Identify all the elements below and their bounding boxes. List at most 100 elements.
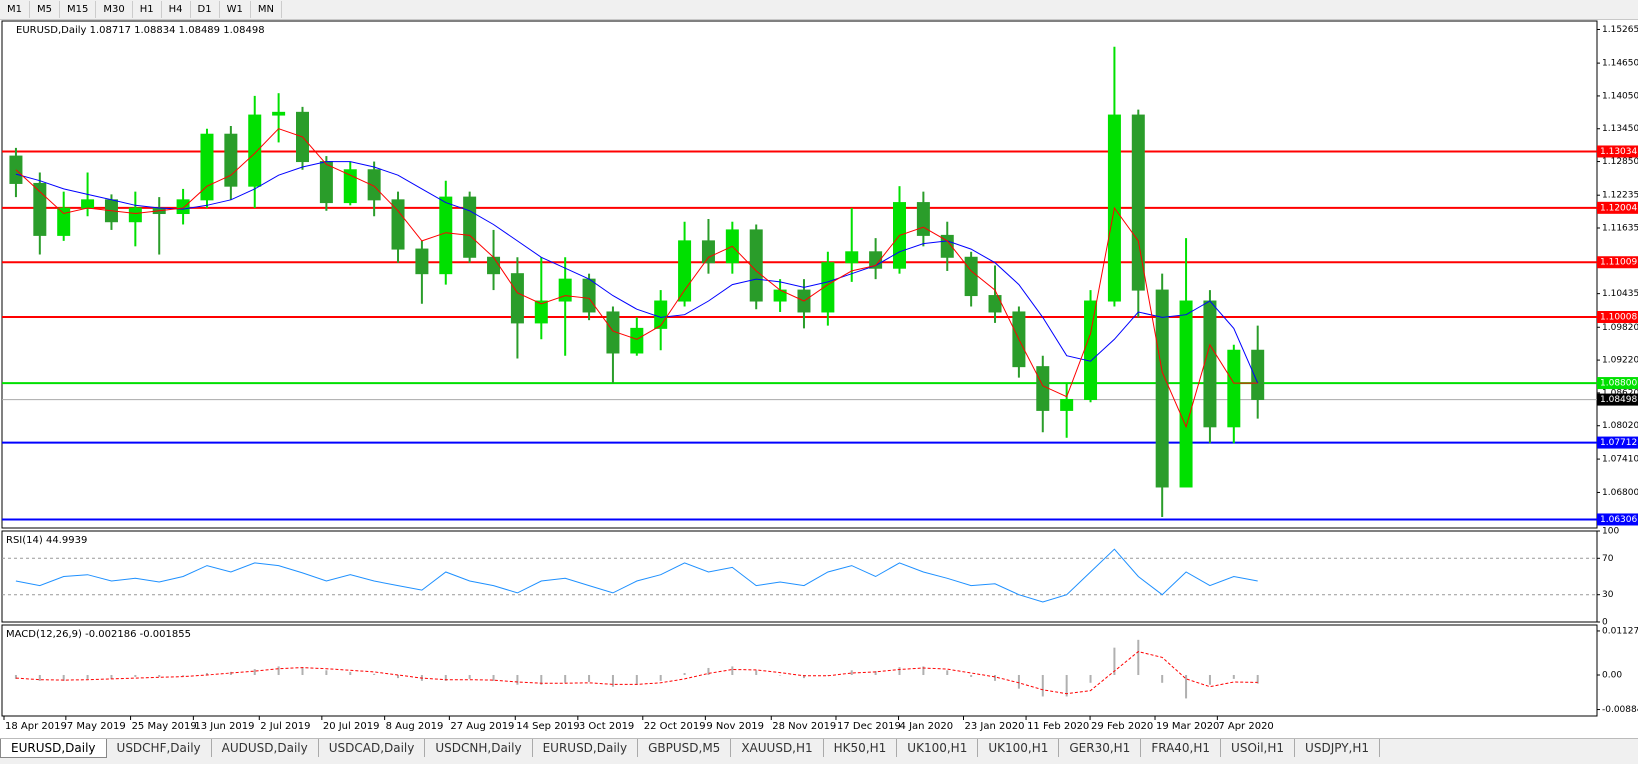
- macd-bar: [540, 674, 543, 685]
- x-tick-label: 22 Oct 2019: [644, 721, 706, 732]
- chart-tab[interactable]: EURUSD,Daily: [533, 739, 639, 757]
- macd-bar: [1161, 674, 1164, 683]
- chart-tab[interactable]: USDCHF,Daily: [107, 739, 212, 757]
- panel-title: MACD(12,26,9) -0.002186 -0.001855: [6, 629, 191, 640]
- candle-body: [176, 199, 190, 215]
- timeframe-button[interactable]: M5: [30, 1, 60, 18]
- candle-body: [1036, 366, 1050, 411]
- macd-bar: [325, 670, 328, 675]
- x-tick-label: 2 Jul 2019: [260, 721, 310, 732]
- macd-bar: [205, 673, 208, 675]
- timeframe-button[interactable]: M30: [96, 1, 133, 18]
- candle-body: [33, 182, 47, 236]
- chart-tab[interactable]: GBPUSD,M5: [638, 739, 732, 757]
- level-label-box: [1597, 201, 1638, 214]
- level-label-box: [1597, 436, 1638, 449]
- macd-bar: [1065, 674, 1068, 697]
- chart-tab[interactable]: USDCNH,Daily: [425, 739, 533, 757]
- chart-tab[interactable]: EURUSD,Daily: [0, 739, 107, 758]
- x-tick-label: 27 Aug 2019: [450, 721, 514, 732]
- chart-tab[interactable]: UK100,H1: [978, 739, 1060, 757]
- candle-body: [678, 240, 692, 302]
- x-tick-label: 4 Jan 2020: [900, 721, 954, 732]
- chart-tab[interactable]: USDJPY,H1: [1295, 739, 1381, 757]
- x-tick-label: 7 Apr 2020: [1218, 721, 1273, 732]
- macd-bar: [635, 674, 638, 685]
- chart-tab[interactable]: USOil,H1: [1221, 739, 1296, 757]
- chart-tab[interactable]: HK50,H1: [824, 739, 898, 757]
- chart-tab[interactable]: UK100,H1: [897, 739, 979, 757]
- y-tick-label: 70: [1602, 554, 1614, 564]
- macd-bar: [1185, 674, 1188, 699]
- y-tick-label: 0.011277: [1602, 626, 1638, 636]
- y-tick-label: 1.12850: [1602, 157, 1638, 167]
- level-label: 1.12004: [1600, 203, 1637, 213]
- macd-bar: [62, 674, 65, 681]
- macd-bar: [898, 667, 901, 675]
- x-tick-label: 7 May 2019: [67, 721, 126, 732]
- macd-bar: [492, 674, 495, 681]
- timeframe-button[interactable]: H4: [162, 1, 191, 18]
- chart-tab[interactable]: FRA40,H1: [1141, 739, 1222, 757]
- level-label-box: [1597, 377, 1638, 390]
- candle-body: [964, 256, 978, 297]
- macd-bar: [1089, 674, 1092, 683]
- macd-bar: [946, 670, 949, 675]
- x-tick-label: 23 Jan 2020: [964, 721, 1024, 732]
- candle-body: [1131, 114, 1145, 291]
- candle-body: [701, 240, 715, 264]
- y-tick-label: 1.10435: [1602, 289, 1638, 299]
- timeframe-button[interactable]: MN: [251, 1, 282, 18]
- candle-body: [1060, 398, 1074, 411]
- y-tick-label: 1.07410: [1602, 455, 1638, 465]
- level-label: 1.08800: [1600, 379, 1637, 389]
- macd-bar: [110, 674, 113, 679]
- y-tick-label: -0.008845: [1602, 705, 1638, 715]
- x-tick-label: 13 Jun 2019: [194, 721, 254, 732]
- macd-bar: [253, 669, 256, 675]
- candle-body: [582, 278, 596, 313]
- y-tick-label: 1.09220: [1602, 356, 1638, 366]
- timeframe-button[interactable]: M15: [60, 1, 97, 18]
- candle-body: [654, 300, 668, 329]
- y-tick-label: 1.09820: [1602, 323, 1638, 333]
- x-tick-label: 9 Nov 2019: [706, 721, 764, 732]
- candle-body: [630, 327, 644, 354]
- signal-line: [15, 651, 1258, 695]
- candle-body: [81, 199, 95, 209]
- candle-body: [272, 111, 286, 116]
- candle-body: [224, 133, 238, 187]
- moving-average-line: [15, 128, 1258, 429]
- candle-body: [534, 300, 548, 324]
- chart-tab[interactable]: AUDUSD,Daily: [212, 739, 319, 757]
- macd-bar: [659, 674, 662, 681]
- timeframe-button[interactable]: W1: [220, 1, 251, 18]
- chart-tab[interactable]: GER30,H1: [1059, 739, 1142, 757]
- timeframe-button[interactable]: M1: [0, 1, 30, 18]
- timeframe-button[interactable]: H1: [133, 1, 162, 18]
- macd-bar: [1256, 674, 1259, 684]
- level-label: 1.08498: [1600, 395, 1637, 405]
- macd-bar: [970, 674, 973, 677]
- candle-body: [57, 207, 71, 236]
- candle-body: [391, 199, 405, 250]
- macd-bar: [683, 673, 686, 675]
- tab-bar: EURUSD,Daily USDCHF,Daily AUDUSD,Daily USDC…: [0, 738, 1638, 764]
- macd-bar: [86, 674, 89, 679]
- candle-body: [988, 295, 1002, 313]
- candle-body: [367, 169, 381, 201]
- x-tick-label: 29 Feb 2020: [1091, 721, 1153, 732]
- chart-tab[interactable]: USDCAD,Daily: [319, 739, 426, 757]
- candle-body: [510, 273, 524, 324]
- chart-title: EURUSD,Daily 1.08717 1.08834 1.08489 1.0…: [16, 25, 265, 36]
- candle-body: [821, 262, 835, 313]
- moving-average-line: [15, 161, 1259, 384]
- chart-tab[interactable]: XAUUSD,H1: [731, 739, 824, 757]
- level-label-box: [1597, 310, 1638, 323]
- x-tick-label: 3 Oct 2019: [579, 721, 634, 732]
- panel-title: RSI(14) 44.9939: [6, 535, 87, 546]
- candle-body: [845, 251, 859, 264]
- timeframe-button[interactable]: D1: [191, 1, 220, 18]
- candle-body: [1084, 300, 1098, 400]
- level-label: 1.10008: [1600, 312, 1637, 322]
